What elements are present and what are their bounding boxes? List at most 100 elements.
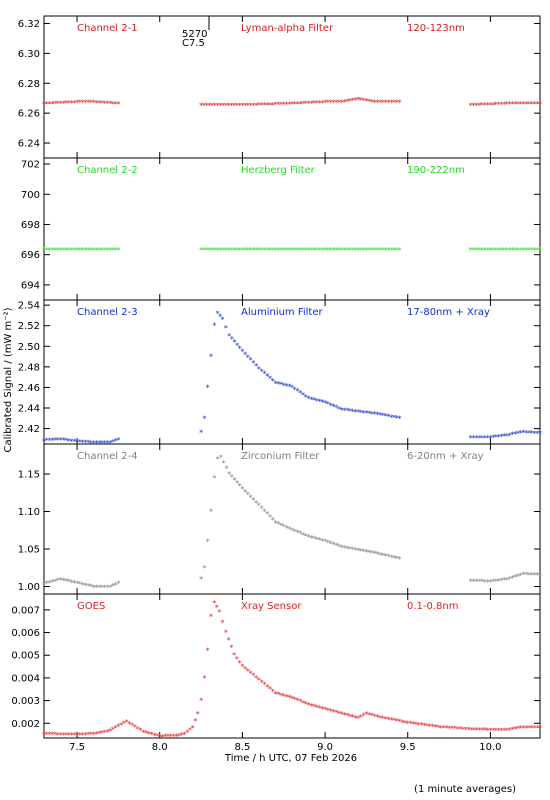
data-point: * xyxy=(205,246,209,255)
data-point: * xyxy=(271,377,275,386)
data-point: * xyxy=(296,529,300,538)
data-point: * xyxy=(455,725,459,734)
data-point: * xyxy=(199,697,203,706)
data-point: * xyxy=(477,578,481,587)
data-point: * xyxy=(491,433,495,442)
data-point: * xyxy=(485,101,489,110)
data-point: * xyxy=(471,246,475,255)
data-point: * xyxy=(48,100,52,109)
data-point: * xyxy=(351,97,355,106)
data-point: * xyxy=(100,729,104,738)
data-point: * xyxy=(111,438,115,447)
data-point: * xyxy=(70,246,74,255)
data-point: * xyxy=(475,726,479,735)
data-point: * xyxy=(304,532,308,541)
data-point: * xyxy=(497,433,501,442)
data-point: * xyxy=(395,717,399,726)
data-point: * xyxy=(304,393,308,402)
data-point: * xyxy=(130,722,134,731)
data-point: * xyxy=(100,246,104,255)
data-point: * xyxy=(458,725,462,734)
data-point: * xyxy=(227,636,231,645)
data-point: * xyxy=(483,578,487,587)
data-point: * xyxy=(221,618,225,627)
data-point: * xyxy=(497,101,501,110)
data-point: * xyxy=(502,726,506,735)
data-point: * xyxy=(53,100,57,109)
data-point: * xyxy=(276,246,280,255)
data-point: * xyxy=(337,709,341,718)
data-point: * xyxy=(290,526,294,535)
data-point: * xyxy=(315,535,319,544)
data-point: * xyxy=(218,246,222,255)
data-point: * xyxy=(491,101,495,110)
data-point: * xyxy=(238,482,242,491)
data-point: * xyxy=(257,246,261,255)
data-point: * xyxy=(59,99,63,108)
data-point: * xyxy=(212,599,216,608)
data-point: * xyxy=(532,429,536,438)
data-point: * xyxy=(116,436,120,445)
data-point: * xyxy=(86,246,90,255)
data-point: * xyxy=(103,583,107,592)
data-point: * xyxy=(293,695,297,704)
data-point: * xyxy=(439,724,443,733)
data-point: * xyxy=(243,665,247,674)
data-point: * xyxy=(94,730,98,739)
data-point: * xyxy=(485,246,489,255)
data-point: * xyxy=(516,246,520,255)
data-point: * xyxy=(320,246,324,255)
data-point: * xyxy=(100,99,104,108)
data-point: * xyxy=(210,246,214,255)
series-2: **************************** ************… xyxy=(42,246,542,255)
data-point: * xyxy=(89,439,93,448)
data-point: * xyxy=(260,504,264,513)
data-point: * xyxy=(276,691,280,700)
data-point: * xyxy=(56,246,60,255)
data-point: * xyxy=(287,246,291,255)
data-point: * xyxy=(72,99,76,108)
y-tick-label: 2.42 xyxy=(18,424,40,435)
data-point: * xyxy=(513,246,517,255)
data-point: * xyxy=(532,571,536,580)
y-tick-label: 2.50 xyxy=(18,342,40,353)
data-point: * xyxy=(174,732,178,741)
data-point: * xyxy=(298,698,302,707)
data-point: * xyxy=(381,246,385,255)
data-point: * xyxy=(282,100,286,109)
x-tick-label: 9.5 xyxy=(400,742,416,753)
data-point: * xyxy=(67,99,71,108)
data-point: * xyxy=(532,100,536,109)
data-point: * xyxy=(524,724,528,733)
data-point: * xyxy=(265,510,269,519)
data-point: * xyxy=(535,571,539,580)
data-point: * xyxy=(78,246,82,255)
data-point: * xyxy=(483,434,487,443)
data-point: * xyxy=(538,571,542,580)
data-point: * xyxy=(384,246,388,255)
data-point: * xyxy=(298,100,302,109)
x-tick-label: 8.0 xyxy=(152,742,168,753)
y-tick-label: 696 xyxy=(21,250,40,261)
data-point: * xyxy=(246,246,250,255)
data-point: * xyxy=(114,581,118,590)
data-point: * xyxy=(378,551,382,560)
data-point: * xyxy=(67,731,71,740)
data-point: * xyxy=(262,507,266,516)
data-point: * xyxy=(67,246,71,255)
data-point: * xyxy=(163,733,167,742)
data-point: * xyxy=(386,413,390,422)
data-point: * xyxy=(224,629,228,638)
data-point: * xyxy=(240,485,244,494)
data-point: * xyxy=(386,99,390,108)
data-point: * xyxy=(53,436,57,445)
panel-2: 694 696 698 700 702 Channel 2-2 Herzberg Filte… xyxy=(21,157,542,301)
data-point: * xyxy=(268,513,272,522)
data-point: * xyxy=(326,246,330,255)
data-point: * xyxy=(312,99,316,108)
data-point: * xyxy=(315,397,319,406)
data-point: * xyxy=(494,101,498,110)
data-point: * xyxy=(499,246,503,255)
data-point: * xyxy=(70,578,74,587)
data-point: * xyxy=(362,548,366,557)
